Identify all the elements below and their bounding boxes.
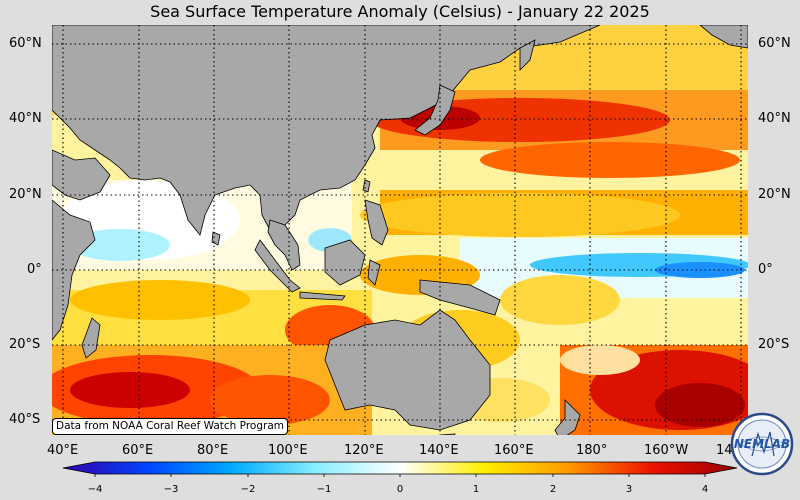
- logo-text: NEMLAB: [734, 437, 790, 451]
- lat-label-40n-left: 40°N: [9, 111, 42, 126]
- tasmania: [439, 433, 456, 435]
- lat-label-0-right: 0°: [758, 262, 773, 277]
- nemlab-logo[interactable]: NEMLAB: [730, 412, 794, 476]
- lat-label-60n-left: 60°N: [9, 36, 42, 51]
- lat-label-20n-left: 20°N: [9, 187, 42, 202]
- lat-label-40s-left: 40°S: [9, 412, 41, 427]
- lon-label-60e: 60°E: [122, 443, 154, 458]
- lon-label-80e: 80°E: [197, 443, 229, 458]
- new-zealand: [554, 399, 581, 435]
- lon-label-120e: 120°E: [344, 443, 384, 458]
- lon-label-160w: 160°W: [644, 443, 689, 458]
- lat-label-20n-right: 20°N: [758, 187, 791, 202]
- land-masses: [52, 25, 748, 435]
- colorbar: [62, 461, 738, 477]
- lon-label-180: 180°: [576, 443, 608, 458]
- colorbar-tick-label: −1: [316, 484, 332, 495]
- asia-landmass: [52, 25, 601, 236]
- lon-label-100e: 100°E: [268, 443, 308, 458]
- alaska-edge: [699, 25, 748, 49]
- sumatra: [254, 239, 301, 293]
- lat-label-0-left: 0°: [27, 262, 42, 277]
- java: [299, 291, 346, 301]
- philippines: [364, 199, 389, 246]
- colorbar-tick-label: 0: [396, 484, 404, 495]
- lon-label-160e: 160°E: [494, 443, 534, 458]
- colorbar-tick-label: 1: [472, 484, 480, 495]
- lat-label-40n-right: 40°N: [758, 111, 791, 126]
- colorbar-tick-label: −4: [87, 484, 103, 495]
- lat-label-20s-right: 20°S: [758, 337, 790, 352]
- colorbar-tick-label: 2: [549, 484, 557, 495]
- lon-label-140w: 14: [716, 443, 733, 458]
- lat-label-60n-right: 60°N: [758, 36, 791, 51]
- data-credit-label: Data from NOAA Coral Reef Watch Program: [52, 418, 288, 435]
- kamchatka: [519, 39, 536, 71]
- sulawesi: [367, 259, 381, 286]
- lon-label-140e: 140°E: [419, 443, 459, 458]
- madagascar: [81, 317, 101, 359]
- colorbar-tick-label: 3: [625, 484, 633, 495]
- colorbar-tick-label: 4: [701, 484, 709, 495]
- lat-label-20s-left: 20°S: [9, 337, 41, 352]
- graticule: [52, 25, 748, 435]
- lon-label-40e: 40°E: [47, 443, 79, 458]
- new-guinea: [419, 279, 501, 316]
- japan: [414, 84, 456, 136]
- colorbar-tick-label: −2: [240, 484, 256, 495]
- arabia: [52, 149, 111, 201]
- map-title: Sea Surface Temperature Anomaly (Celsius…: [150, 2, 650, 21]
- borneo: [324, 239, 366, 286]
- australia: [324, 309, 491, 431]
- colorbar-tick-label: −3: [163, 484, 179, 495]
